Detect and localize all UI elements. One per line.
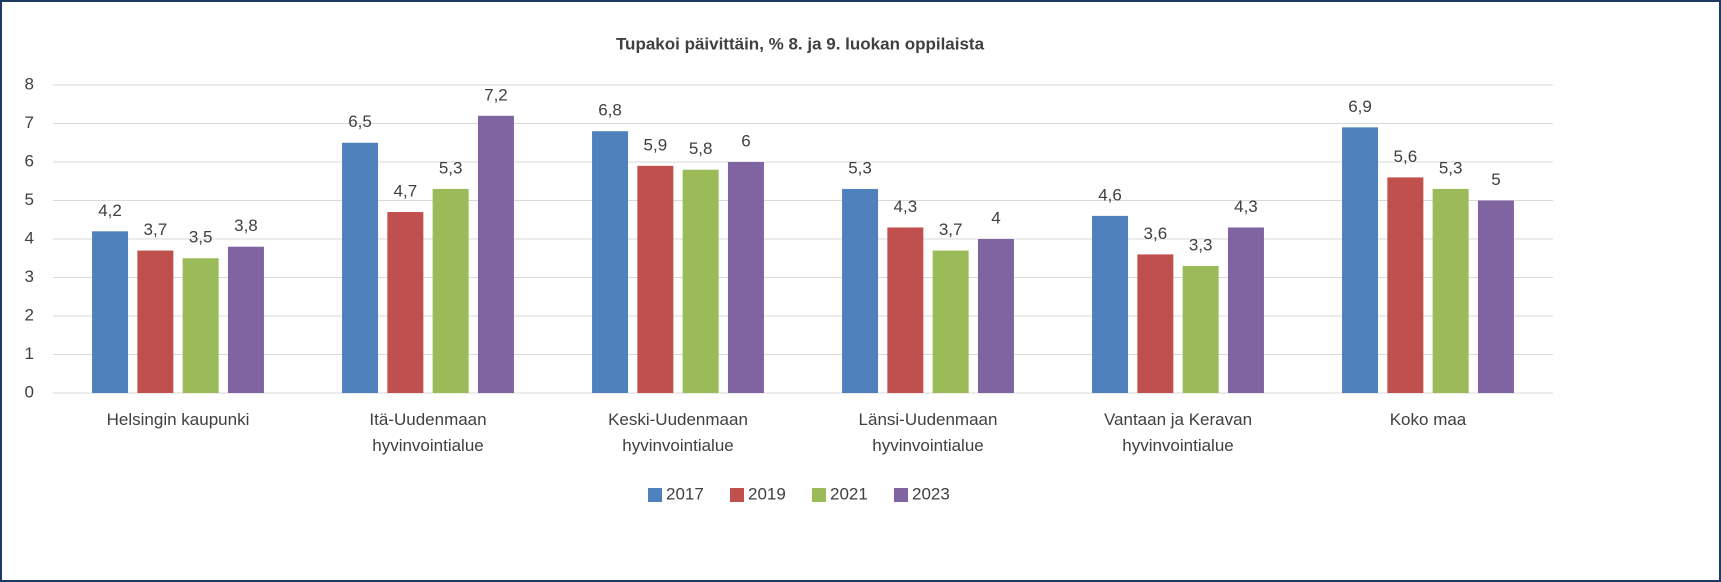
y-tick-label: 6 xyxy=(25,151,34,170)
data-label: 6,5 xyxy=(348,112,372,131)
legend-label: 2017 xyxy=(666,484,704,503)
legend-swatch xyxy=(730,488,744,502)
bar xyxy=(227,246,264,393)
y-tick-label: 8 xyxy=(25,74,34,93)
legend-label: 2021 xyxy=(830,484,868,503)
bar xyxy=(1137,254,1174,393)
bar xyxy=(137,250,174,393)
y-tick-label: 2 xyxy=(25,305,34,324)
chart-title: Tupakoi päivittäin, % 8. ja 9. luokan op… xyxy=(616,34,985,53)
y-tick-label: 3 xyxy=(25,267,34,286)
legend-label: 2019 xyxy=(748,484,786,503)
data-label: 4,3 xyxy=(894,197,918,216)
data-label: 5,3 xyxy=(439,158,463,177)
data-label: 7,2 xyxy=(484,85,508,104)
bar xyxy=(1387,177,1424,393)
data-label: 5,3 xyxy=(1439,158,1463,177)
data-label: 4 xyxy=(991,208,1000,227)
bar xyxy=(1182,265,1219,393)
bar xyxy=(842,188,879,393)
data-label: 3,7 xyxy=(144,220,168,239)
x-tick-label: Vantaan ja Keravan hyvinvointialue xyxy=(1103,410,1253,455)
bar xyxy=(1477,200,1514,393)
x-tick-label: Länsi-Uudenmaan hyvinvointialue xyxy=(858,410,998,455)
data-label: 6,8 xyxy=(598,101,622,120)
legend-swatch xyxy=(812,488,826,502)
bar xyxy=(92,231,129,393)
bar xyxy=(637,165,674,393)
data-label: 4,6 xyxy=(1098,185,1122,204)
bar xyxy=(1092,215,1129,393)
bar xyxy=(182,258,219,393)
bar xyxy=(1227,227,1264,393)
legend-swatch xyxy=(648,488,662,502)
bar xyxy=(887,227,924,393)
legend-label: 2023 xyxy=(912,484,950,503)
y-tick-label: 4 xyxy=(25,228,34,247)
bar xyxy=(1432,188,1469,393)
bar xyxy=(1342,127,1379,393)
bar xyxy=(477,115,514,394)
bar xyxy=(432,188,469,393)
data-label: 5,3 xyxy=(848,158,872,177)
bar xyxy=(682,169,719,393)
legend-swatch xyxy=(894,488,908,502)
data-label: 3,8 xyxy=(234,216,258,235)
data-label: 4,2 xyxy=(98,201,122,220)
data-label: 3,3 xyxy=(1189,235,1213,254)
data-label: 5,6 xyxy=(1394,147,1418,166)
bar xyxy=(977,239,1014,393)
data-label: 4,7 xyxy=(394,182,418,201)
data-label: 3,7 xyxy=(939,220,963,239)
y-tick-label: 1 xyxy=(25,344,34,363)
y-tick-label: 0 xyxy=(25,382,34,401)
x-tick-label: Helsingin kaupunki xyxy=(106,410,250,429)
x-tick-label: Koko maa xyxy=(1389,410,1467,429)
data-label: 3,5 xyxy=(189,228,213,247)
bar xyxy=(932,250,969,393)
data-label: 5,8 xyxy=(689,139,713,158)
data-label: 4,3 xyxy=(1234,197,1258,216)
bar xyxy=(387,212,424,393)
bar xyxy=(342,142,379,393)
bar xyxy=(592,131,629,393)
x-tick-label: Itä-Uudenmaan hyvinvointialue xyxy=(369,410,487,455)
data-label: 5,9 xyxy=(644,135,668,154)
data-label: 6,9 xyxy=(1348,97,1372,116)
data-label: 5 xyxy=(1491,170,1500,189)
y-tick-label: 7 xyxy=(25,113,34,132)
data-label: 3,6 xyxy=(1144,224,1168,243)
data-label: 6 xyxy=(741,131,750,150)
x-tick-label: Keski-Uudenmaan hyvinvointialue xyxy=(608,410,748,455)
y-tick-label: 5 xyxy=(25,190,34,209)
bar xyxy=(727,162,764,393)
